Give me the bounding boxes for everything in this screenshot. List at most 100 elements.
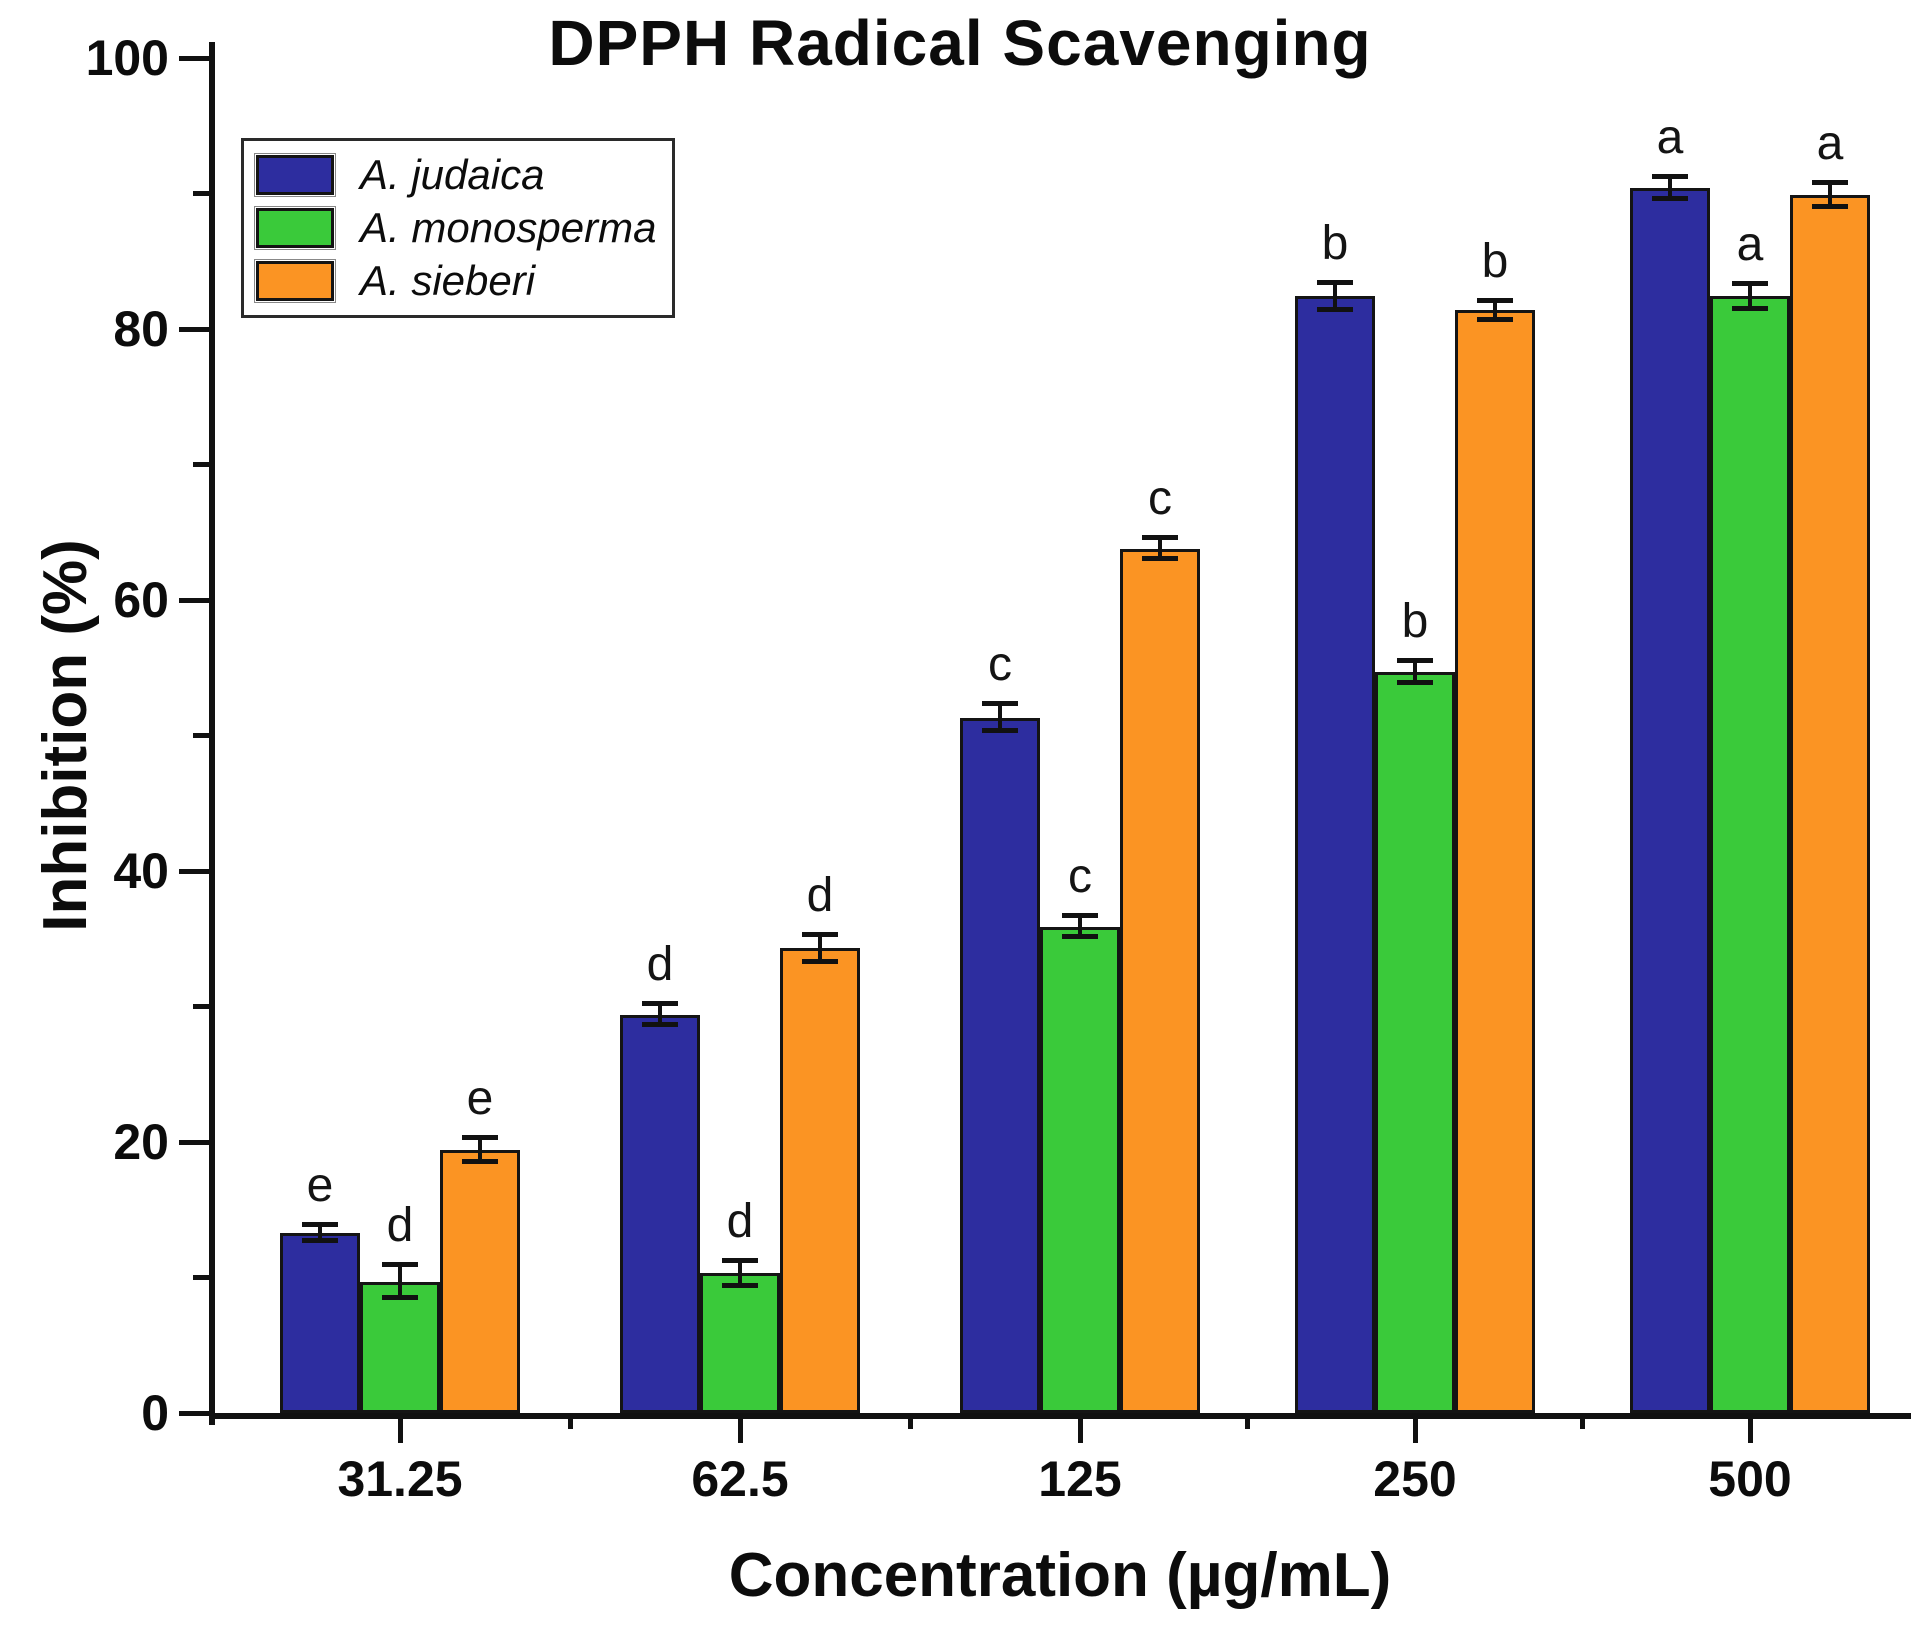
error-bar-line (1333, 282, 1337, 311)
x-tick-label: 250 (1373, 1451, 1457, 1507)
x-minor-tick (567, 1413, 573, 1429)
y-minor-tick (193, 733, 209, 738)
y-tick-label: 20 (113, 1114, 169, 1170)
error-bar-cap-bottom (1732, 305, 1768, 311)
y-minor-tick (193, 462, 209, 467)
bar (1455, 310, 1535, 1413)
bar (1710, 296, 1790, 1413)
error-bar-line (398, 1265, 402, 1298)
significance-letter: d (646, 937, 674, 991)
bar (280, 1232, 360, 1413)
significance-letter: e (466, 1071, 494, 1125)
error-bar-cap-bottom (462, 1159, 498, 1165)
error-bar-cap-bottom (722, 1282, 758, 1288)
legend-label: A. sieberi (360, 257, 536, 304)
y-major-tick (179, 1139, 209, 1145)
error-bar-cap-bottom (642, 1022, 678, 1028)
y-minor-tick (193, 1004, 209, 1009)
error-bar-cap-top (1477, 297, 1513, 303)
error-bar-cap-top (462, 1134, 498, 1140)
y-axis-title: Inhibition (%) (31, 539, 100, 932)
significance-letter: d (726, 1195, 754, 1249)
chart-title: DPPH Radical Scavenging (548, 7, 1372, 79)
x-tick-label: 62.5 (691, 1451, 789, 1507)
x-minor-tick (907, 1413, 913, 1429)
y-major-tick (179, 1410, 209, 1416)
x-major-tick (1077, 1413, 1083, 1443)
legend-swatch (254, 259, 336, 303)
error-bar-line (1828, 182, 1832, 208)
y-tick-label: 80 (113, 301, 169, 357)
legend: A. judaica A. monosperma A. sieberi (241, 138, 676, 318)
error-bar-cap-bottom (1062, 934, 1098, 940)
bar (1790, 194, 1870, 1413)
error-bar-cap-bottom (1652, 195, 1688, 201)
y-minor-tick (193, 1275, 209, 1280)
legend-swatch (254, 206, 336, 250)
legend-item: A. judaica (254, 151, 656, 199)
bar (1295, 296, 1375, 1413)
error-bar-cap-top (642, 1000, 678, 1006)
error-bar-line (1413, 660, 1417, 683)
bar (1120, 548, 1200, 1413)
error-bar-cap-top (982, 701, 1018, 707)
significance-letter: a (1736, 218, 1764, 272)
y-minor-tick (193, 191, 209, 196)
error-bar-cap-bottom (382, 1294, 418, 1300)
error-bar-cap-bottom (302, 1237, 338, 1243)
error-bar-cap-bottom (982, 728, 1018, 734)
bar (620, 1014, 700, 1413)
x-tick-label: 125 (1038, 1451, 1122, 1507)
x-major-tick (397, 1413, 403, 1443)
significance-letter: d (386, 1199, 414, 1253)
error-bar-cap-top (1062, 912, 1098, 918)
legend-swatch (254, 153, 336, 197)
significance-letter: c (1148, 471, 1172, 525)
significance-letter: b (1481, 234, 1509, 288)
error-bar-cap-top (1397, 657, 1433, 663)
bar (1040, 926, 1120, 1413)
x-tick-label: 31.25 (337, 1451, 463, 1507)
significance-letter: e (306, 1158, 334, 1212)
y-major-tick (179, 326, 209, 332)
y-major-tick (179, 868, 209, 874)
significance-letter: a (1656, 111, 1684, 165)
y-tick-label: 40 (113, 843, 169, 899)
error-bar-line (658, 1003, 662, 1026)
legend-item: A. sieberi (254, 257, 656, 305)
error-bar-line (1493, 300, 1497, 320)
bar (700, 1273, 780, 1413)
bar (440, 1150, 520, 1413)
error-bar-cap-bottom (1397, 679, 1433, 685)
bar (1375, 671, 1455, 1413)
error-bar-cap-bottom (1812, 204, 1848, 210)
plot-area: A. judaica A. monosperma A. sieberi 0 20 40 6… (86, 30, 1911, 1507)
bar (360, 1281, 440, 1413)
significance-letter: c (988, 638, 1012, 692)
y-tick-label: 100 (85, 30, 169, 86)
x-axis-title: Concentration (µg/mL) (728, 1541, 1392, 1610)
y-tick-label: 60 (113, 572, 169, 628)
significance-letter: a (1816, 116, 1844, 170)
significance-letter: d (806, 868, 834, 922)
y-major-tick (179, 55, 209, 61)
significance-letter: b (1321, 216, 1349, 270)
error-bar-cap-bottom (1142, 556, 1178, 562)
legend-item: A. monosperma (254, 204, 656, 252)
error-bar-line (1668, 177, 1672, 199)
x-axis-line (209, 1413, 1911, 1419)
error-bar-cap-top (1142, 534, 1178, 540)
error-bar-line (998, 704, 1002, 732)
y-tick-label: 0 (141, 1385, 169, 1441)
error-bar-line (1158, 537, 1162, 560)
error-bar-cap-bottom (1477, 316, 1513, 322)
legend-label: A. judaica (360, 151, 545, 198)
x-major-tick (1747, 1413, 1753, 1443)
error-bar-cap-top (1652, 174, 1688, 180)
error-bar-line (318, 1224, 322, 1241)
error-bar-line (818, 934, 822, 962)
bar (1630, 188, 1710, 1413)
error-bar-cap-bottom (1317, 307, 1353, 313)
x-major-tick (1412, 1413, 1418, 1443)
